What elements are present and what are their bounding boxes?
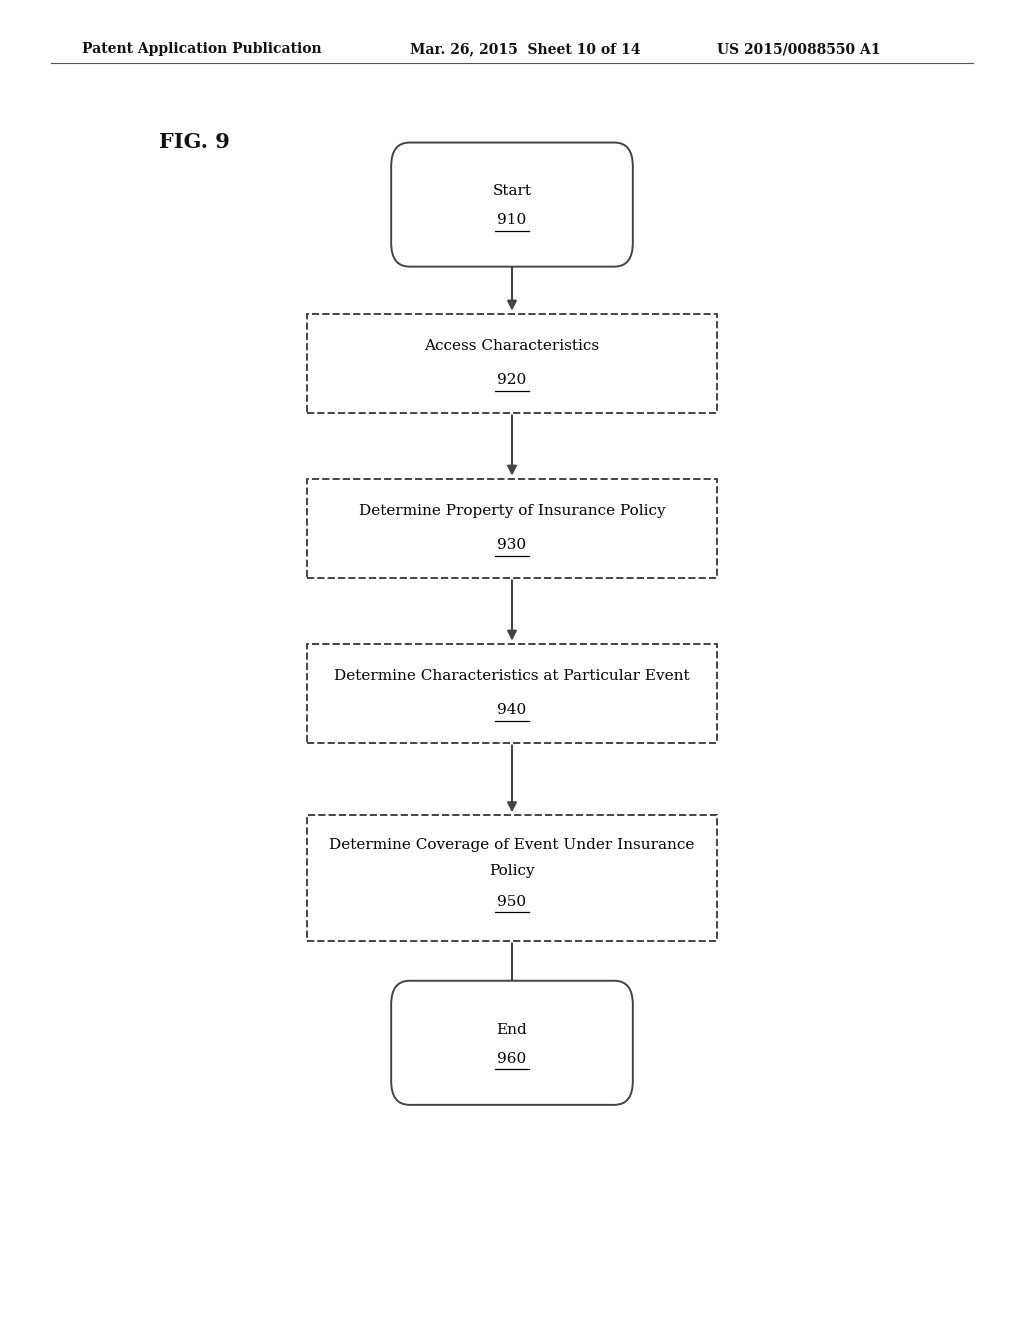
Text: FIG. 9: FIG. 9 [159, 132, 229, 152]
Text: Mar. 26, 2015  Sheet 10 of 14: Mar. 26, 2015 Sheet 10 of 14 [410, 42, 640, 57]
Text: Determine Coverage of Event Under Insurance: Determine Coverage of Event Under Insura… [330, 838, 694, 851]
FancyBboxPatch shape [307, 814, 717, 940]
Text: 920: 920 [498, 374, 526, 387]
FancyBboxPatch shape [307, 644, 717, 742]
FancyBboxPatch shape [307, 479, 717, 578]
Text: Determine Characteristics at Particular Event: Determine Characteristics at Particular … [334, 669, 690, 682]
Text: Patent Application Publication: Patent Application Publication [82, 42, 322, 57]
Text: 910: 910 [498, 214, 526, 227]
Text: Access Characteristics: Access Characteristics [424, 339, 600, 352]
FancyBboxPatch shape [391, 143, 633, 267]
FancyBboxPatch shape [391, 981, 633, 1105]
FancyBboxPatch shape [307, 314, 717, 412]
Text: Determine Property of Insurance Policy: Determine Property of Insurance Policy [358, 504, 666, 517]
Text: Start: Start [493, 185, 531, 198]
Text: Policy: Policy [489, 865, 535, 878]
Text: 930: 930 [498, 539, 526, 552]
Text: 950: 950 [498, 895, 526, 908]
Text: 940: 940 [498, 704, 526, 717]
Text: US 2015/0088550 A1: US 2015/0088550 A1 [717, 42, 881, 57]
Text: End: End [497, 1023, 527, 1036]
Text: 960: 960 [498, 1052, 526, 1065]
